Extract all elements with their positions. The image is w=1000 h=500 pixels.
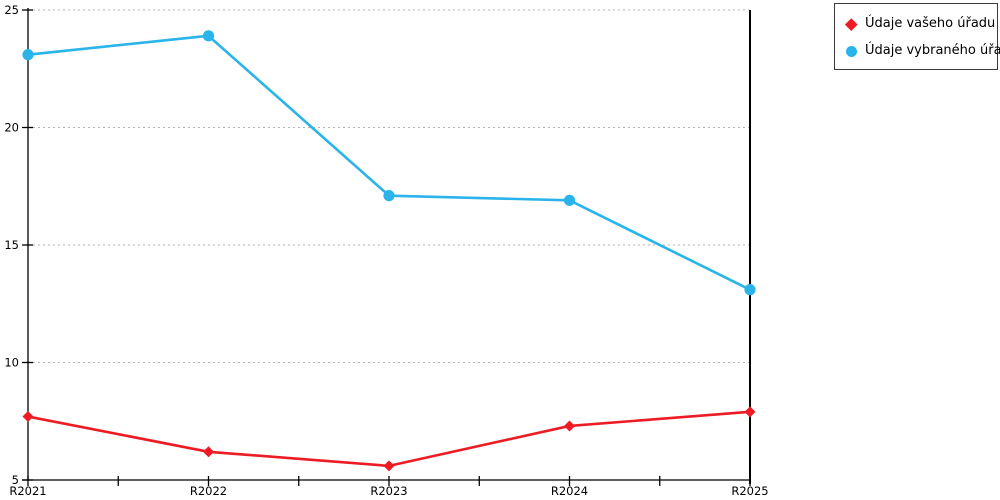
data-point-circle xyxy=(22,49,34,61)
y-tick-label: 5 xyxy=(12,473,19,487)
x-tick-label: R2023 xyxy=(370,484,407,498)
data-point-diamond xyxy=(22,411,34,423)
legend-item: Údaje vašeho úřadu xyxy=(844,14,995,34)
legend-marker-diamond-icon xyxy=(844,17,858,31)
x-tick-label: R2024 xyxy=(551,484,588,498)
data-point-diamond xyxy=(564,420,575,432)
circle-icon xyxy=(845,45,857,57)
data-point-circle xyxy=(383,190,395,202)
x-tick-label: R2021 xyxy=(9,484,46,498)
legend-item-label: Údaje vašeho úřadu xyxy=(865,16,996,31)
y-tick-label: 20 xyxy=(4,121,19,135)
series-line xyxy=(26,34,752,291)
data-point-diamond xyxy=(203,446,214,458)
data-point-diamond xyxy=(744,406,756,418)
x-tick-label: R2022 xyxy=(190,484,227,498)
x-tick-label: R2025 xyxy=(731,484,768,498)
data-point-circle xyxy=(202,30,215,42)
data-point-circle xyxy=(563,194,576,206)
legend-item: Údaje vybraného úřadu xyxy=(844,41,1000,61)
data-point-circle xyxy=(744,284,756,296)
legend-marker-circle-icon xyxy=(844,45,858,57)
series-line xyxy=(26,410,752,468)
legend: Údaje vašeho úřadu Údaje vybraného úřadu xyxy=(834,3,1000,70)
y-tick-label: 10 xyxy=(4,356,19,370)
legend-item-label: Údaje vybraného úřadu xyxy=(865,43,1000,58)
data-point-diamond xyxy=(383,460,395,472)
diamond-icon xyxy=(844,17,858,31)
y-tick-label: 25 xyxy=(4,3,19,17)
y-tick-label: 15 xyxy=(4,238,19,252)
